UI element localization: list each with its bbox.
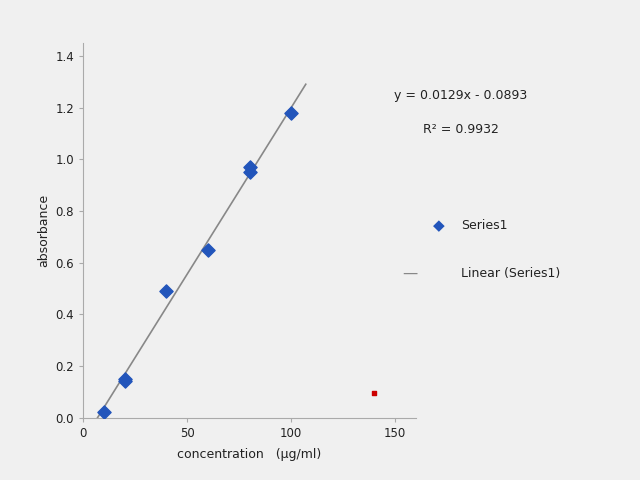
Point: [369, 389, 380, 397]
Y-axis label: absorbance: absorbance: [37, 194, 50, 267]
Point: [99, 408, 109, 416]
Point: [120, 378, 130, 385]
Point: [244, 163, 255, 171]
Point: [244, 168, 255, 176]
Text: y = 0.0129x - 0.0893: y = 0.0129x - 0.0893: [394, 89, 527, 103]
Text: Linear (Series1): Linear (Series1): [461, 267, 560, 280]
Text: R² = 0.9932: R² = 0.9932: [423, 123, 499, 136]
Point: [286, 109, 296, 117]
Point: [120, 375, 130, 383]
Text: ◆: ◆: [433, 218, 444, 233]
Point: [203, 246, 213, 253]
Text: —: —: [402, 266, 417, 281]
X-axis label: concentration   (μg/ml): concentration (μg/ml): [177, 448, 322, 461]
Text: Series1: Series1: [461, 219, 508, 232]
Point: [161, 287, 172, 295]
